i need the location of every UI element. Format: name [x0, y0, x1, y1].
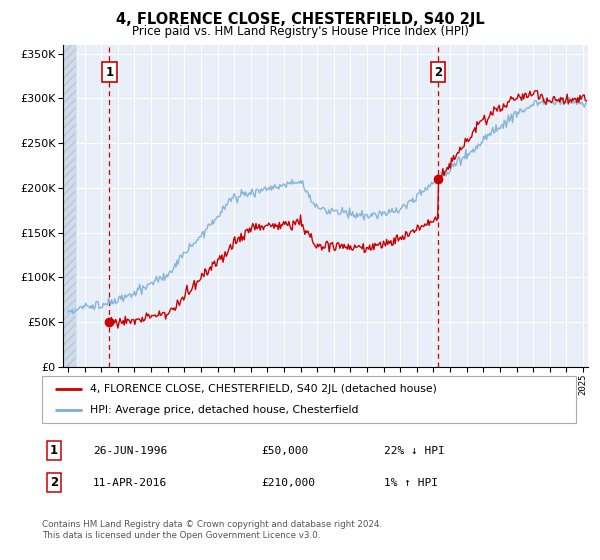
Text: Price paid vs. HM Land Registry's House Price Index (HPI): Price paid vs. HM Land Registry's House …: [131, 25, 469, 38]
Text: Contains HM Land Registry data © Crown copyright and database right 2024.
This d: Contains HM Land Registry data © Crown c…: [42, 520, 382, 540]
FancyBboxPatch shape: [42, 376, 576, 423]
Text: £210,000: £210,000: [261, 478, 315, 488]
Text: 2: 2: [434, 66, 442, 78]
Text: 1: 1: [105, 66, 113, 78]
Text: 1: 1: [50, 444, 58, 458]
Text: 1% ↑ HPI: 1% ↑ HPI: [384, 478, 438, 488]
Text: 26-JUN-1996: 26-JUN-1996: [93, 446, 167, 456]
Text: 4, FLORENCE CLOSE, CHESTERFIELD, S40 2JL (detached house): 4, FLORENCE CLOSE, CHESTERFIELD, S40 2JL…: [90, 384, 437, 394]
Bar: [63, 45, 76, 367]
Text: £50,000: £50,000: [261, 446, 308, 456]
Text: HPI: Average price, detached house, Chesterfield: HPI: Average price, detached house, Ches…: [90, 405, 359, 416]
Text: 11-APR-2016: 11-APR-2016: [93, 478, 167, 488]
Text: 22% ↓ HPI: 22% ↓ HPI: [384, 446, 445, 456]
Text: 4, FLORENCE CLOSE, CHESTERFIELD, S40 2JL: 4, FLORENCE CLOSE, CHESTERFIELD, S40 2JL: [116, 12, 484, 27]
Text: 2: 2: [50, 476, 58, 489]
